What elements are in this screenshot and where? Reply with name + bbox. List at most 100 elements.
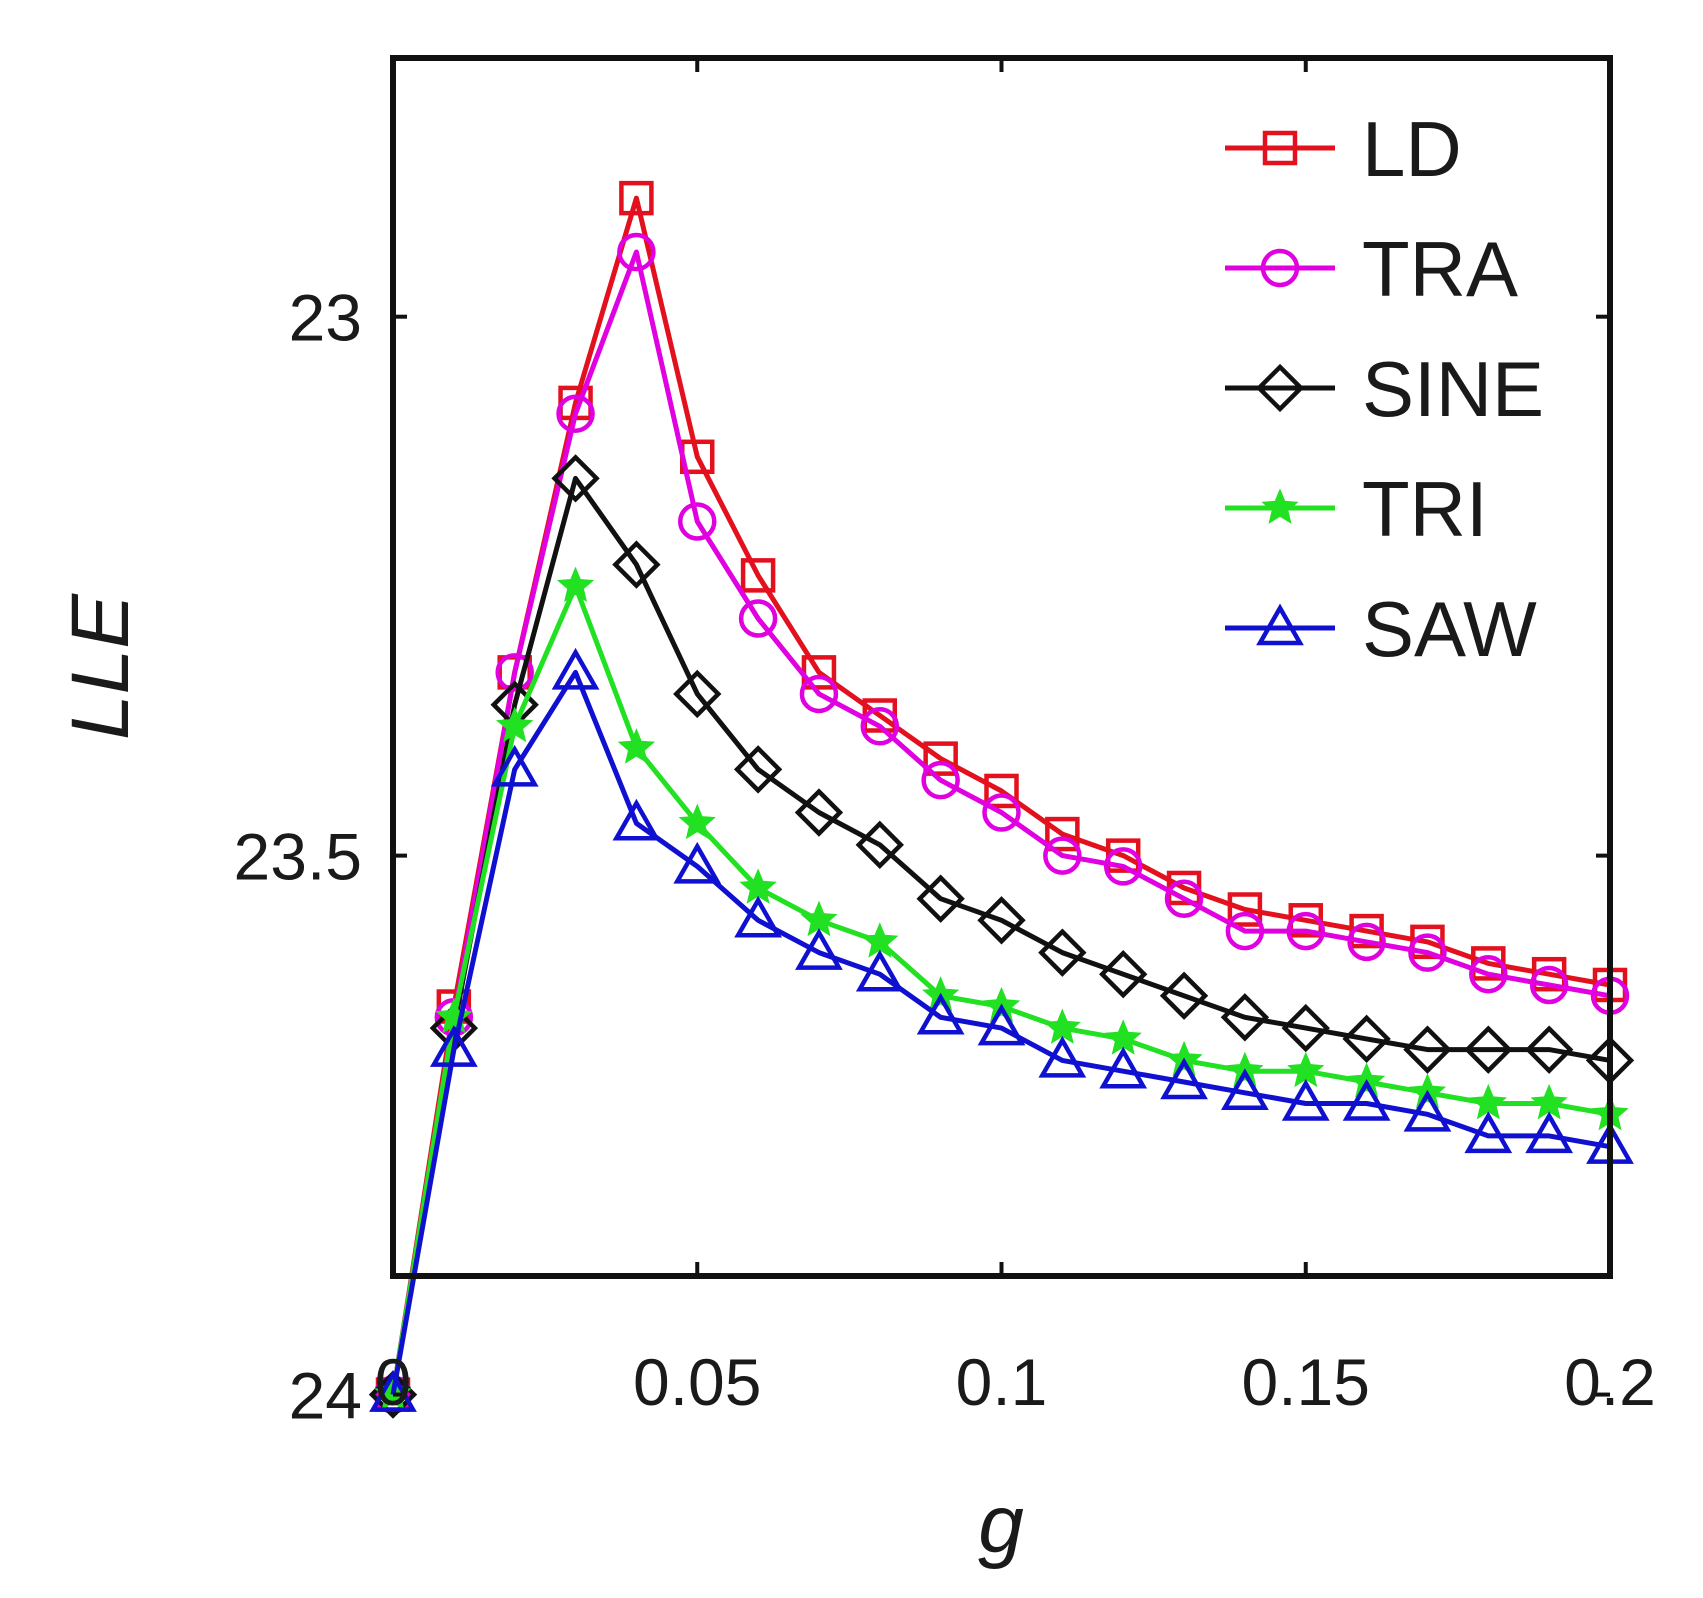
data-point-tri	[1043, 1008, 1081, 1044]
data-point-saw	[1099, 1046, 1148, 1089]
data-point-tra	[495, 653, 534, 692]
data-point-ld	[619, 180, 654, 216]
legend-item-sine: SINE	[1225, 345, 1544, 433]
data-point-tri	[861, 922, 899, 958]
data-point-saw	[1464, 1111, 1513, 1154]
data-point-tri	[556, 566, 595, 603]
data-point-tra	[556, 394, 595, 433]
data-point-sine	[1038, 928, 1087, 977]
data-point-saw	[551, 647, 600, 690]
data-point-saw	[369, 1370, 417, 1412]
data-point-sine	[368, 1370, 418, 1419]
data-point-tra	[1103, 847, 1143, 886]
data-point-tra	[799, 674, 839, 714]
legend-label-tra: TRA	[1362, 225, 1518, 313]
data-point-sine	[977, 896, 1026, 945]
data-point-saw	[429, 1025, 478, 1067]
x-tick-label: 0.1	[956, 1345, 1048, 1419]
data-point-sine	[1342, 1014, 1391, 1064]
x-tick-labels: 0 0.05 0.1 0.15 0.2	[375, 1345, 1656, 1419]
data-point-ld	[1045, 816, 1080, 852]
data-point-tra	[982, 793, 1021, 832]
data-point-ld	[984, 773, 1019, 809]
data-point-tri	[678, 803, 716, 840]
data-point-tri	[496, 706, 534, 743]
data-point-saw	[1403, 1089, 1452, 1132]
data-point-tra	[921, 760, 960, 800]
data-point-sine	[1281, 1003, 1330, 1053]
data-point-sine	[794, 788, 844, 837]
legend-marker-tra	[1260, 248, 1300, 288]
legend-marker-sine	[1255, 363, 1305, 413]
legend-item-saw: SAW	[1225, 585, 1537, 673]
data-point-tra	[860, 707, 900, 746]
series-line-saw	[390, 669, 1611, 1396]
data-point-sine	[612, 540, 661, 589]
y-axis-label: LLE	[55, 593, 146, 740]
data-point-tra	[1529, 965, 1569, 1005]
data-point-saw	[1038, 1035, 1087, 1078]
data-point-ld	[923, 741, 958, 776]
legend-label-saw: SAW	[1362, 585, 1537, 673]
data-point-saw	[855, 949, 904, 992]
data-point-tri	[1287, 1051, 1325, 1088]
data-point-sine	[1159, 971, 1209, 1020]
data-point-saw	[1221, 1068, 1269, 1111]
data-point-sine	[1403, 1025, 1452, 1074]
y-tick-label: 23	[289, 281, 362, 355]
data-point-sine	[733, 745, 783, 794]
data-point-tra	[1347, 922, 1386, 962]
data-point-sine	[1464, 1025, 1513, 1074]
data-point-saw	[734, 895, 782, 938]
legend: LD TRA SINE TRI SAW	[1225, 105, 1544, 673]
data-point-tra	[1164, 879, 1204, 918]
data-point-ld	[740, 558, 776, 593]
x-tick-label: 0.2	[1564, 1345, 1656, 1419]
data-point-saw	[1525, 1111, 1574, 1154]
legend-marker-saw	[1256, 603, 1304, 646]
legend-item-ld: LD	[1225, 105, 1462, 193]
data-point-tra	[1043, 836, 1082, 875]
series-line-tra	[390, 249, 1611, 1395]
x-tick-label: 0	[375, 1345, 412, 1419]
data-point-tra	[1408, 933, 1447, 972]
data-point-saw	[916, 992, 965, 1035]
x-tick-label: 0.05	[633, 1345, 761, 1419]
legend-marker-ld	[1262, 130, 1298, 166]
data-point-sine	[673, 669, 722, 719]
plot-area-frame	[390, 55, 1613, 1279]
data-point-ld	[1227, 892, 1263, 927]
series-tra	[373, 232, 1630, 1414]
series-line-ld	[390, 195, 1611, 1395]
data-point-saw	[612, 798, 661, 841]
data-point-sine	[1524, 1025, 1574, 1074]
data-point-saw	[795, 928, 843, 970]
data-point-tra	[678, 502, 717, 541]
data-point-tra	[617, 232, 656, 272]
data-point-tri	[739, 868, 777, 904]
y-tick-label: 24	[289, 1359, 362, 1433]
legend-item-tra: TRA	[1225, 225, 1518, 313]
data-point-sine	[551, 454, 600, 503]
legend-label-ld: LD	[1362, 105, 1462, 193]
data-point-saw	[673, 841, 722, 884]
data-point-tri	[800, 900, 838, 937]
data-point-tra	[1225, 911, 1265, 951]
legend-item-tri: TRI	[1225, 465, 1488, 553]
legend-label-tri: TRI	[1362, 465, 1488, 553]
data-point-tri	[1530, 1083, 1568, 1120]
data-point-sine	[855, 820, 904, 870]
data-point-tra	[1469, 954, 1508, 994]
data-point-sine	[1220, 993, 1270, 1042]
data-point-saw	[1342, 1079, 1391, 1121]
data-point-saw	[977, 1003, 1026, 1046]
data-point-saw	[1281, 1079, 1330, 1121]
data-point-tra	[1286, 911, 1325, 951]
data-point-tri	[617, 728, 656, 764]
x-tick-label: 0.15	[1242, 1345, 1370, 1419]
y-tick-label: 23.5	[234, 820, 362, 894]
data-point-saw	[1160, 1057, 1208, 1100]
data-point-sine	[1099, 950, 1148, 999]
